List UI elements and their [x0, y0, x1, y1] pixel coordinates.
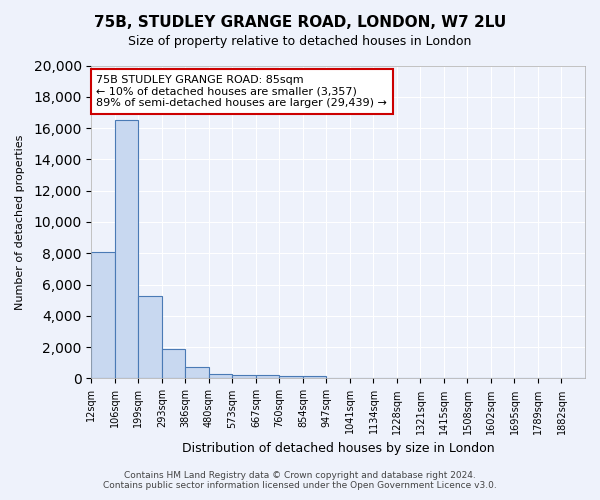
Text: Contains HM Land Registry data © Crown copyright and database right 2024.
Contai: Contains HM Land Registry data © Crown c… [103, 470, 497, 490]
Bar [232, 375, 256, 378]
Text: Size of property relative to detached houses in London: Size of property relative to detached ho… [128, 35, 472, 48]
Bar [139, 296, 162, 378]
Bar [162, 350, 185, 378]
Text: 75B, STUDLEY GRANGE ROAD, LONDON, W7 2LU: 75B, STUDLEY GRANGE ROAD, LONDON, W7 2LU [94, 15, 506, 30]
Bar [185, 368, 209, 378]
Bar [115, 120, 139, 378]
X-axis label: Distribution of detached houses by size in London: Distribution of detached houses by size … [182, 442, 494, 455]
Bar [256, 376, 280, 378]
Bar [280, 376, 303, 378]
Bar [209, 374, 232, 378]
Bar [91, 252, 115, 378]
Y-axis label: Number of detached properties: Number of detached properties [15, 134, 25, 310]
Text: 75B STUDLEY GRANGE ROAD: 85sqm
← 10% of detached houses are smaller (3,357)
89% : 75B STUDLEY GRANGE ROAD: 85sqm ← 10% of … [97, 75, 387, 108]
Bar [303, 376, 326, 378]
